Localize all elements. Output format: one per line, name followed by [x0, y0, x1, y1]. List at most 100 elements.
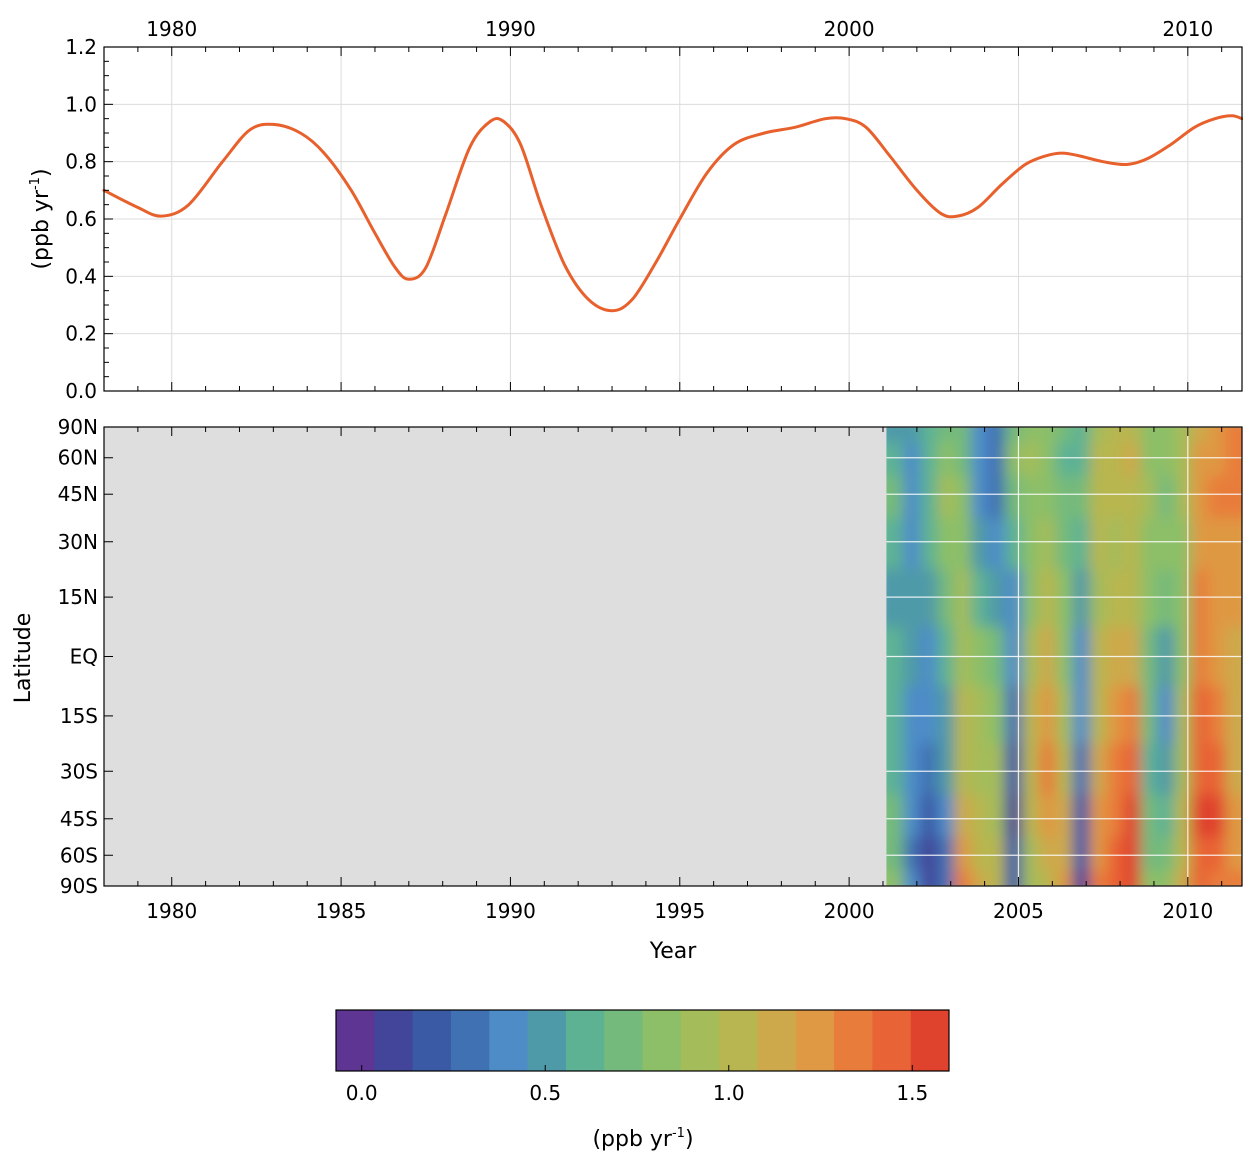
heatmap-cell	[920, 743, 938, 796]
bottom-x-tick-label: 2005	[993, 899, 1044, 923]
heatmap-cell	[971, 837, 989, 872]
heatmap-cell	[1004, 442, 1023, 477]
heatmap-cell	[1038, 837, 1057, 872]
heatmap-cell	[988, 837, 1006, 872]
heatmap-cell	[1208, 837, 1226, 872]
top-x-tick-label: 2010	[1162, 17, 1213, 41]
heatmap-cell	[1004, 686, 1023, 745]
heatmap-cell	[937, 870, 955, 886]
heatmap-cell	[1038, 795, 1057, 838]
no-data-region	[104, 427, 887, 886]
heatmap-cell	[886, 476, 904, 519]
heatmap-cell	[1123, 837, 1141, 872]
heatmap-cell	[1072, 476, 1091, 519]
top-y-tick-label: 0.4	[65, 264, 97, 288]
heatmap-cell	[1072, 870, 1091, 886]
colorbar-swatch	[642, 1010, 682, 1071]
heatmap-cell	[1191, 518, 1209, 570]
heatmap-cell	[954, 795, 972, 838]
heatmap-cell	[971, 476, 989, 519]
heatmap-cell	[1225, 476, 1243, 519]
heatmap-cell	[1157, 569, 1175, 628]
heatmap-cell	[1089, 427, 1108, 443]
bottom-axis-ticks: 90N 60N 45N 30N 15N EQ 15S 30S 45S 60S 90S 1980 1985…	[58, 415, 1223, 923]
growth-rate-series-line	[102, 114, 1243, 313]
heatmap-cell	[1140, 518, 1158, 570]
heatmap-cell	[1208, 686, 1226, 745]
heatmap-cell	[1191, 837, 1209, 872]
top-y-tick-label: 0.8	[65, 150, 97, 174]
growth-rate-line-panel: 0.0 0.2 0.4 0.6 0.8 1.0 1.2 1980 1990 2000 2010 (p…	[28, 17, 1243, 403]
heatmap-cell	[1140, 569, 1158, 628]
latitude-tick-label: EQ	[70, 645, 98, 669]
heatmap-cell	[1021, 518, 1040, 570]
heatmap-cell	[1140, 476, 1158, 519]
heatmap-cell	[1072, 686, 1091, 745]
heatmap-cell	[1225, 442, 1243, 477]
top-y-tick-label: 0.6	[65, 207, 97, 231]
heatmap-cell	[937, 518, 955, 570]
heatmap-cell	[1157, 442, 1175, 477]
colorbar-swatch	[834, 1010, 873, 1071]
heatmap-cell	[886, 743, 904, 796]
top-gridlines	[104, 46, 1242, 392]
heatmap-cell	[1072, 427, 1091, 443]
heatmap-cell	[903, 442, 921, 477]
bottom-x-tick-label: 1995	[654, 899, 705, 923]
heatmap-cell	[903, 837, 921, 872]
heatmap-cell	[1191, 427, 1209, 443]
latitude-tick-label: 60N	[58, 446, 98, 470]
colorbar-swatch	[565, 1010, 605, 1071]
heatmap-cell	[1072, 442, 1091, 477]
heatmap-cell	[1038, 569, 1057, 628]
heatmap-cell	[1106, 795, 1124, 838]
heatmap-cell	[937, 476, 955, 519]
heatmap-cell	[1123, 686, 1141, 745]
heatmap-cell	[1106, 442, 1124, 477]
heatmap-cell	[1089, 795, 1108, 838]
heatmap-cell	[1038, 743, 1057, 796]
heatmap-cell	[1021, 837, 1040, 872]
heatmap-cell	[1208, 476, 1226, 519]
heatmap-cell	[1089, 870, 1108, 886]
colorbar-tick-label: 1.0	[713, 1081, 745, 1105]
heatmap-cell	[954, 686, 972, 745]
heatmap-cell	[954, 427, 972, 443]
heatmap-cell	[1021, 686, 1040, 745]
heatmap-cell	[1089, 743, 1108, 796]
colorbar-swatches	[336, 1010, 950, 1071]
heatmap-cell	[1072, 795, 1091, 838]
bottom-x-tick-label: 2010	[1162, 899, 1213, 923]
heatmap-cell	[954, 743, 972, 796]
heatmap-cell	[903, 476, 921, 519]
heatmap-cell	[886, 427, 904, 443]
heatmap-cell	[1055, 476, 1074, 519]
heatmap-cell	[1021, 442, 1040, 477]
heatmap-cell	[886, 442, 904, 477]
colorbar-swatch	[489, 1010, 529, 1071]
heatmap-cell	[1157, 837, 1175, 872]
heatmap-cell	[1174, 837, 1192, 872]
heatmap-cell	[1174, 870, 1192, 886]
heatmap-cell	[1055, 518, 1074, 570]
heatmap-cell	[1106, 569, 1124, 628]
heatmap-cell	[1038, 518, 1057, 570]
heatmap-cell	[1191, 442, 1209, 477]
heatmap-cell	[1174, 427, 1192, 443]
heatmap-cell	[954, 569, 972, 628]
heatmap-cell	[1055, 795, 1074, 838]
heatmap-cell	[988, 427, 1006, 443]
heatmap-cell	[1038, 686, 1057, 745]
latitude-tick-label: 15N	[58, 585, 98, 609]
colorbar-swatch	[412, 1010, 452, 1071]
colorbar-swatch	[872, 1010, 912, 1071]
heatmap-cell	[1157, 743, 1175, 796]
heatmap-clip	[886, 427, 1243, 886]
heatmap-cell	[1004, 569, 1023, 628]
heatmap-cell	[886, 870, 904, 886]
heatmap-cell	[903, 569, 921, 628]
bottom-y-axis-title: Latitude	[11, 613, 36, 704]
heatmap-cell	[1106, 837, 1124, 872]
heatmap-cell	[1191, 870, 1209, 886]
